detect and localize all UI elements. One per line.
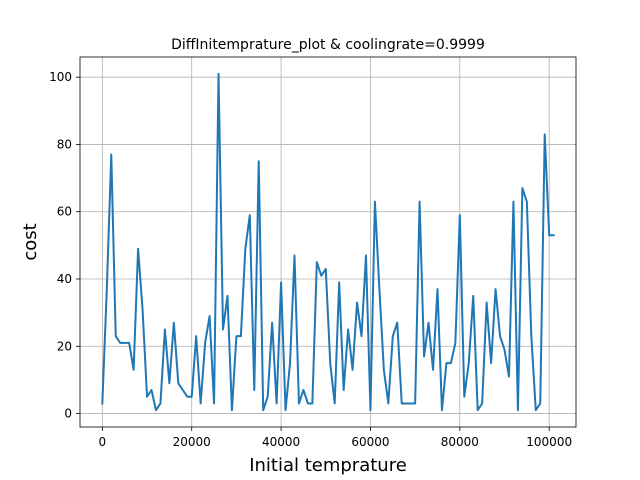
- y-tick-label: 60: [57, 205, 72, 219]
- x-axis-label: Initial temprature: [249, 455, 407, 476]
- x-tick-label: 80000: [441, 435, 479, 449]
- series-line: [101, 72, 555, 412]
- x-tick-label: 40000: [262, 435, 300, 449]
- chart-title: DiffInitemprature_plot & coolingrate=0.9…: [171, 37, 485, 53]
- x-axis: 0 20000 40000 60000 80000 100000: [99, 427, 572, 449]
- y-axis: 0 20 40 60 80 100: [49, 70, 80, 421]
- plot-area: [101, 72, 555, 412]
- x-tick-label: 100000: [526, 435, 572, 449]
- y-tick-label: 20: [57, 339, 72, 353]
- plot-frame: [79, 56, 577, 428]
- y-tick-label: 100: [49, 70, 72, 84]
- x-tick-label: 60000: [351, 435, 389, 449]
- grid-lines: [80, 57, 576, 427]
- x-tick-label: 0: [99, 435, 107, 449]
- y-tick-label: 40: [57, 272, 72, 286]
- y-tick-label: 0: [64, 407, 72, 421]
- x-tick-label: 20000: [173, 435, 211, 449]
- y-axis-label: cost: [20, 223, 41, 260]
- y-tick-label: 80: [57, 137, 72, 151]
